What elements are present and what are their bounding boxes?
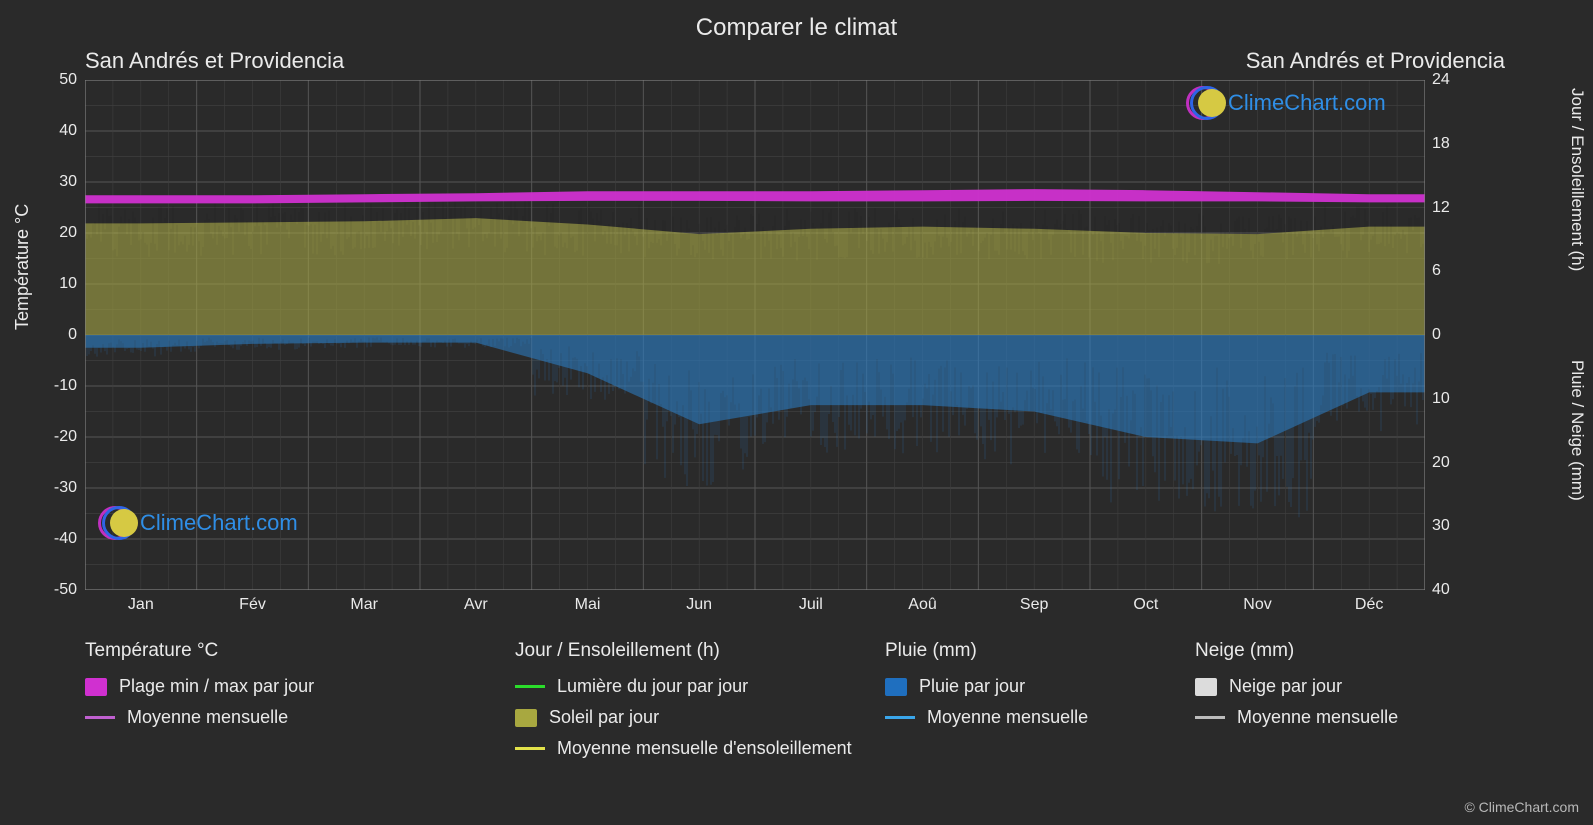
x-tick-month: Juil — [799, 596, 823, 614]
legend-swatch — [1195, 678, 1217, 696]
y-left-tick: 10 — [17, 275, 77, 293]
legend-label: Moyenne mensuelle — [1237, 707, 1398, 728]
legend-header: Température °C — [85, 640, 505, 662]
legend-item: Moyenne mensuelle — [85, 707, 505, 728]
legend-swatch — [885, 716, 915, 719]
legend-label: Pluie par jour — [919, 676, 1025, 697]
legend-swatch — [515, 747, 545, 750]
legend-item: Lumière du jour par jour — [515, 676, 875, 697]
y-left-tick: 20 — [17, 224, 77, 242]
legend: Température °C Plage min / max par jour Mo… — [85, 640, 1513, 759]
y-left-tick: 50 — [17, 71, 77, 89]
legend-label: Moyenne mensuelle d'ensoleillement — [557, 738, 852, 759]
y-right-tick-hours: 24 — [1432, 71, 1472, 89]
legend-label: Moyenne mensuelle — [927, 707, 1088, 728]
y-right-tick-mm: 20 — [1432, 454, 1472, 472]
legend-label: Neige par jour — [1229, 676, 1342, 697]
page-title: Comparer le climat — [0, 14, 1593, 42]
y-left-tick: -50 — [17, 581, 77, 599]
y-left-tick: -20 — [17, 428, 77, 446]
legend-header: Neige (mm) — [1195, 640, 1515, 662]
legend-label: Lumière du jour par jour — [557, 676, 748, 697]
legend-label: Plage min / max par jour — [119, 676, 314, 697]
legend-item: Moyenne mensuelle d'ensoleillement — [515, 738, 875, 759]
y-right-tick-mm: 30 — [1432, 517, 1472, 535]
legend-item: Plage min / max par jour — [85, 676, 505, 697]
y-left-tick: -40 — [17, 530, 77, 548]
y-left-tick: 40 — [17, 122, 77, 140]
legend-item: Moyenne mensuelle — [1195, 707, 1515, 728]
legend-swatch — [85, 678, 107, 696]
legend-label: Soleil par jour — [549, 707, 659, 728]
y-axis-left-label: Température °C — [12, 204, 33, 330]
chart-plot-area — [85, 80, 1425, 590]
legend-group: Neige (mm) Neige par jour Moyenne mensuell… — [1195, 640, 1515, 759]
legend-item: Soleil par jour — [515, 707, 875, 728]
x-tick-month: Oct — [1133, 596, 1158, 614]
chart-svg — [85, 80, 1425, 590]
y-right-tick-hours: 6 — [1432, 262, 1472, 280]
location-label-left: San Andrés et Providencia — [85, 48, 344, 74]
y-right-tick-mm: 40 — [1432, 581, 1472, 599]
y-right-tick-hours: 0 — [1432, 326, 1472, 344]
x-tick-month: Nov — [1243, 596, 1271, 614]
y-left-tick: -10 — [17, 377, 77, 395]
x-tick-month: Fév — [239, 596, 266, 614]
y-axis-right-top-label: Jour / Ensoleillement (h) — [1567, 88, 1587, 271]
x-tick-month: Déc — [1355, 596, 1383, 614]
legend-group: Jour / Ensoleillement (h) Lumière du jour… — [515, 640, 875, 759]
climate-chart-page: Comparer le climat San Andrés et Provide… — [0, 0, 1593, 825]
x-tick-month: Avr — [464, 596, 488, 614]
legend-swatch — [885, 678, 907, 696]
legend-label: Moyenne mensuelle — [127, 707, 288, 728]
y-left-tick: -30 — [17, 479, 77, 497]
x-tick-month: Jan — [128, 596, 154, 614]
x-tick-month: Sep — [1020, 596, 1048, 614]
y-axis-right-bottom-label: Pluie / Neige (mm) — [1567, 360, 1587, 501]
legend-item: Neige par jour — [1195, 676, 1515, 697]
legend-group: Température °C Plage min / max par jour Mo… — [85, 640, 505, 759]
legend-group: Pluie (mm) Pluie par jour Moyenne mensuell… — [885, 640, 1185, 759]
y-left-tick: 30 — [17, 173, 77, 191]
legend-item: Moyenne mensuelle — [885, 707, 1185, 728]
y-right-tick-hours: 18 — [1432, 135, 1472, 153]
legend-item: Pluie par jour — [885, 676, 1185, 697]
legend-swatch — [85, 716, 115, 719]
y-right-tick-mm: 10 — [1432, 390, 1472, 408]
y-left-tick: 0 — [17, 326, 77, 344]
legend-swatch — [515, 685, 545, 688]
legend-header: Pluie (mm) — [885, 640, 1185, 662]
legend-swatch — [515, 709, 537, 727]
x-tick-month: Mar — [350, 596, 378, 614]
copyright-text: © ClimeChart.com — [1464, 799, 1579, 815]
y-right-tick-hours: 12 — [1432, 199, 1472, 217]
x-tick-month: Mai — [575, 596, 601, 614]
x-tick-month: Aoû — [908, 596, 936, 614]
x-tick-month: Jun — [686, 596, 712, 614]
legend-header: Jour / Ensoleillement (h) — [515, 640, 875, 662]
legend-swatch — [1195, 716, 1225, 719]
